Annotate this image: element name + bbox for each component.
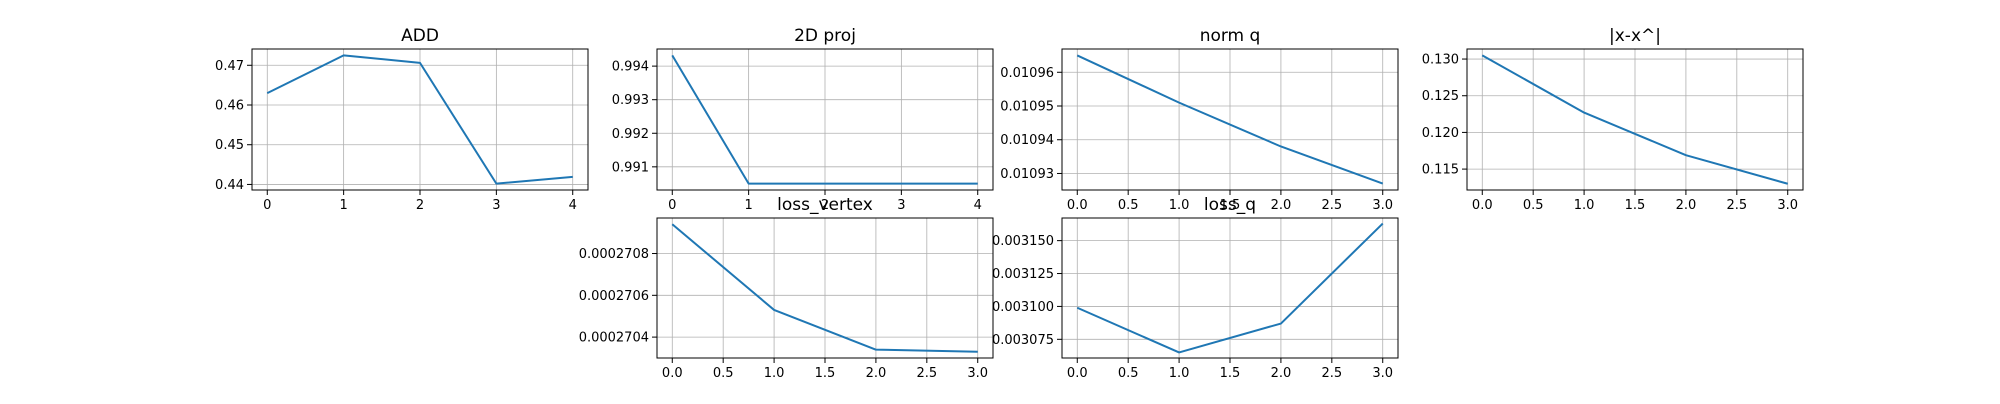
x-tick-label: 0.5 (1523, 198, 1544, 213)
x-tick-label: 1.5 (1625, 198, 1646, 213)
y-tick-label: 0.003125 (992, 267, 1054, 282)
subplot-3: 0.0 0.5 1.0 1.5 2.0 2.5 3.0 0.115 0.120 0.125 0.13… (1422, 26, 1804, 213)
y-tick-label: 0.44 (215, 178, 244, 193)
x-tick-label: 3.0 (1372, 366, 1393, 381)
y-tick-label: 0.993 (612, 93, 649, 108)
x-tick-label: 3.0 (1777, 198, 1798, 213)
x-tick-label: 2.5 (916, 366, 937, 381)
series-line (1481, 54, 1788, 185)
x-tick-label: 0.5 (713, 366, 734, 381)
series-line (671, 223, 978, 353)
x-tick-label: 0.0 (662, 366, 683, 381)
y-tick-label: 0.01096 (1000, 66, 1054, 81)
y-tick-label: 0.0002708 (579, 247, 649, 262)
y-tick-label: 0.992 (612, 127, 649, 142)
x-tick-label: 1.0 (1169, 198, 1190, 213)
y-tick-label: 0.003150 (992, 234, 1054, 249)
x-tick-label: 1.0 (1574, 198, 1595, 213)
y-tick-label: 0.46 (215, 99, 244, 114)
y-tick-label: 0.0002706 (579, 289, 649, 304)
x-tick-label: 1.0 (1169, 366, 1190, 381)
y-tick-label: 0.01094 (1000, 133, 1054, 148)
subplot-title: loss_q (1204, 195, 1256, 215)
x-tick-label: 0.5 (1118, 198, 1139, 213)
x-tick-label: 1 (339, 198, 347, 213)
y-tick-label: 0.125 (1422, 89, 1459, 104)
x-tick-label: 2.0 (1271, 198, 1292, 213)
x-tick-label: 0.0 (1472, 198, 1493, 213)
x-tick-label: 3 (492, 198, 500, 213)
y-tick-label: 0.994 (612, 60, 649, 75)
x-tick-label: 1.0 (764, 366, 785, 381)
y-tick-label: 0.991 (612, 160, 649, 175)
series-line (266, 54, 573, 185)
y-tick-label: 0.003100 (992, 300, 1054, 315)
y-tick-label: 0.01093 (1000, 167, 1054, 182)
x-tick-label: 1 (744, 198, 752, 213)
subplot-5: 0.0 0.5 1.0 1.5 2.0 2.5 3.0 0.003075 0.003100 0.0… (992, 195, 1399, 381)
x-tick-label: 3.0 (967, 366, 988, 381)
subplot-1: 0 1 2 3 4 0.991 0.992 0.993 0.994 2D proj (612, 26, 994, 213)
y-tick-label: 0.01095 (1000, 100, 1054, 115)
y-tick-label: 0.120 (1422, 126, 1459, 141)
x-tick-label: 2.0 (1676, 198, 1697, 213)
x-tick-label: 0.0 (1067, 198, 1088, 213)
subplot-2: 0.0 0.5 1.0 1.5 2.0 2.5 3.0 0.01093 0.01094 0.010… (1000, 26, 1399, 213)
x-tick-label: 0 (668, 198, 676, 213)
subplot-title: loss_vertex (777, 195, 873, 215)
x-tick-label: 2.0 (1271, 366, 1292, 381)
x-tick-label: 0 (263, 198, 271, 213)
subplot-0: 0 1 2 3 4 0.44 0.45 0.46 0.47 ADD (215, 26, 589, 213)
y-tick-label: 0.003075 (992, 333, 1054, 348)
x-tick-label: 1.5 (1220, 366, 1241, 381)
x-tick-label: 2 (416, 198, 424, 213)
x-tick-label: 2.5 (1321, 198, 1342, 213)
subplot-4: 0.0 0.5 1.0 1.5 2.0 2.5 3.0 0.0002704 0.0002706 0… (579, 195, 994, 381)
x-tick-label: 2.5 (1726, 198, 1747, 213)
subplot-title: |x-x^| (1609, 26, 1661, 46)
x-tick-label: 2 (821, 198, 829, 213)
x-tick-label: 1.5 (815, 366, 836, 381)
series-line (671, 54, 978, 185)
series-line (1076, 54, 1384, 185)
x-tick-label: 1.5 (1220, 198, 1241, 213)
y-tick-label: 0.0002704 (579, 331, 649, 346)
x-tick-label: 2.0 (866, 366, 887, 381)
subplot-title: ADD (401, 26, 439, 46)
subplot-title: 2D proj (794, 26, 856, 46)
x-tick-label: 3.0 (1372, 198, 1393, 213)
y-tick-label: 0.45 (215, 138, 244, 153)
x-tick-label: 4 (569, 198, 577, 213)
x-tick-label: 4 (974, 198, 982, 213)
x-tick-label: 2.5 (1321, 366, 1342, 381)
y-tick-label: 0.130 (1422, 53, 1459, 68)
subplot-title: norm q (1200, 26, 1261, 46)
x-tick-label: 0.5 (1118, 366, 1139, 381)
x-tick-label: 0.0 (1067, 366, 1088, 381)
x-tick-label: 3 (897, 198, 905, 213)
series-line (1076, 222, 1384, 354)
y-tick-label: 0.115 (1422, 163, 1459, 178)
y-tick-label: 0.47 (215, 59, 244, 74)
